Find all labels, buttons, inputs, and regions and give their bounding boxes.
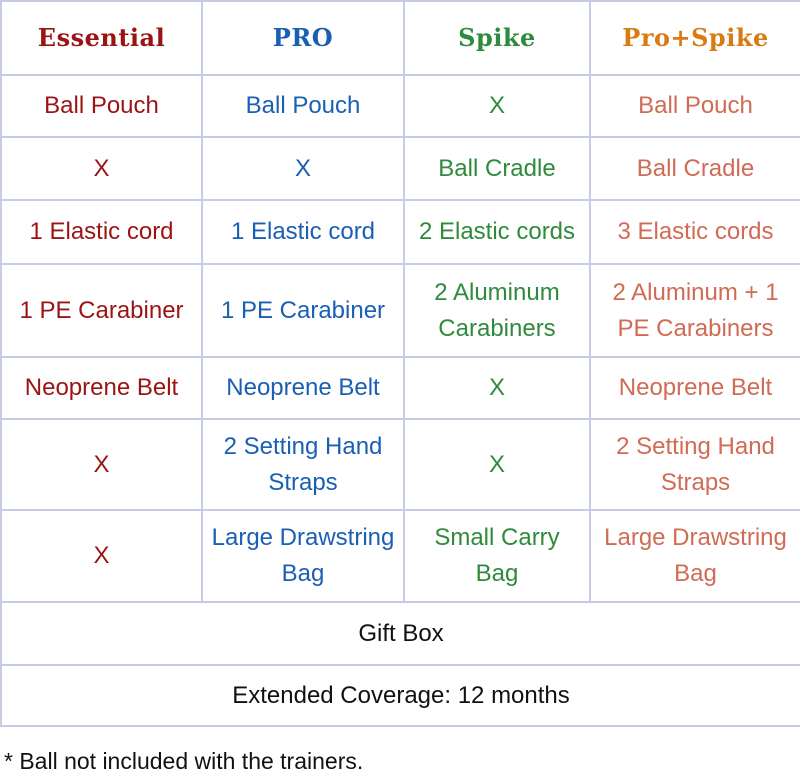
cell-spike: Ball Cradle <box>403 136 591 201</box>
coverage-cell: Extended Coverage: 12 months <box>0 664 800 727</box>
cell-spike: 2 Aluminum Carabiners <box>403 263 591 358</box>
cell-essential: 1 PE Carabiner <box>0 263 203 358</box>
cell-essential: X <box>0 418 203 511</box>
header-pro-spike: Pro+Spike <box>589 0 800 76</box>
cell-spike: X <box>403 356 591 420</box>
cell-pro: 1 PE Carabiner <box>201 263 405 358</box>
cell-essential: X <box>0 509 203 603</box>
cell-pro: X <box>201 136 405 201</box>
cell-pro-spike: Neoprene Belt <box>589 356 800 420</box>
footnote: * Ball not included with the trainers. <box>4 748 364 774</box>
header-spike: Spike <box>403 0 591 76</box>
cell-pro: Large Drawstring Bag <box>201 509 405 603</box>
cell-essential: X <box>0 136 203 201</box>
cell-essential: Ball Pouch <box>0 74 203 138</box>
table-row: X X Ball Cradle Ball Cradle <box>0 136 800 201</box>
table-row: X 2 Setting Hand Straps X 2 Setting Hand… <box>0 418 800 511</box>
cell-pro-spike: 3 Elastic cords <box>589 199 800 265</box>
cell-spike: X <box>403 74 591 138</box>
cell-pro-spike: Ball Pouch <box>589 74 800 138</box>
header-row: Essential PRO Spike Pro+Spike <box>0 0 800 76</box>
gift-box-cell: Gift Box <box>0 601 800 666</box>
cell-pro: 1 Elastic cord <box>201 199 405 265</box>
cell-essential: Neoprene Belt <box>0 356 203 420</box>
gift-box-row: Gift Box <box>0 601 800 666</box>
cell-essential: 1 Elastic cord <box>0 199 203 265</box>
cell-pro-spike: 2 Aluminum + 1 PE Carabiners <box>589 263 800 358</box>
cell-spike: X <box>403 418 591 511</box>
cell-pro-spike: Large Drawstring Bag <box>589 509 800 603</box>
table-row: 1 Elastic cord 1 Elastic cord 2 Elastic … <box>0 199 800 265</box>
table-row: 1 PE Carabiner 1 PE Carabiner 2 Aluminum… <box>0 263 800 358</box>
cell-spike: 2 Elastic cords <box>403 199 591 265</box>
header-pro: PRO <box>201 0 405 76</box>
table-row: Ball Pouch Ball Pouch X Ball Pouch <box>0 74 800 138</box>
table-row: X Large Drawstring Bag Small Carry Bag L… <box>0 509 800 603</box>
header-essential: Essential <box>0 0 203 76</box>
comparison-table: Essential PRO Spike Pro+Spike Ball Pouch… <box>0 0 800 727</box>
cell-pro-spike: 2 Setting Hand Straps <box>589 418 800 511</box>
cell-spike: Small Carry Bag <box>403 509 591 603</box>
cell-pro: Ball Pouch <box>201 74 405 138</box>
cell-pro: Neoprene Belt <box>201 356 405 420</box>
coverage-row: Extended Coverage: 12 months <box>0 664 800 727</box>
cell-pro: 2 Setting Hand Straps <box>201 418 405 511</box>
table-row: Neoprene Belt Neoprene Belt X Neoprene B… <box>0 356 800 420</box>
cell-pro-spike: Ball Cradle <box>589 136 800 201</box>
